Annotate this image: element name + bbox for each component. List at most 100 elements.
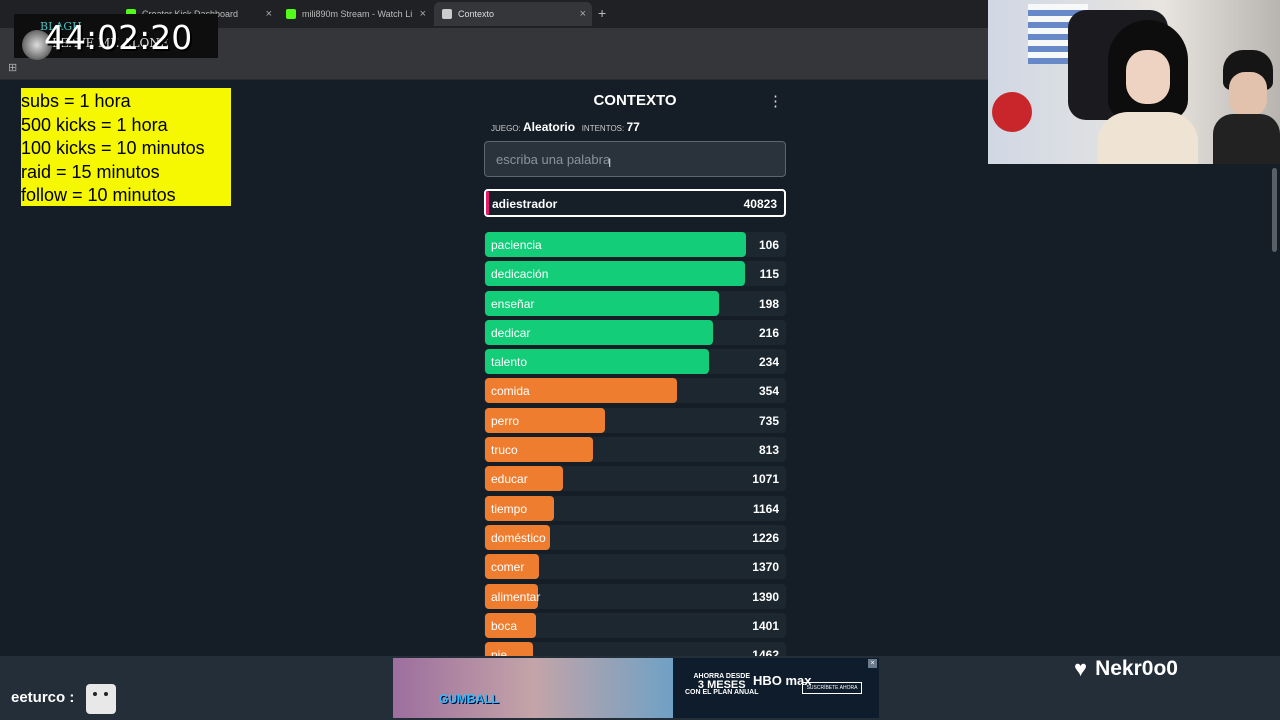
ad-subscribe-button[interactable]: SUSCRÍBETE AHORA (802, 682, 862, 694)
ad-artwork-image (393, 658, 673, 718)
subathon-timer: 44:02:20 (44, 18, 193, 57)
timer-small-label: BLAGH (40, 20, 82, 33)
similarity-bar (485, 524, 550, 550)
guess-word: dedicar (491, 325, 531, 340)
guess-list: paciencia 106 dedicación 115 enseñar 198 dedic… (484, 232, 786, 671)
similarity-bar (485, 378, 677, 404)
guess-row: comer 1370 (484, 554, 786, 580)
similarity-bar (485, 612, 536, 638)
rule-line: 100 kicks = 10 minutos (21, 138, 205, 158)
guess-row: doméstico 1226 (484, 524, 786, 550)
follower-name: Nekr0o0 (1095, 657, 1178, 680)
guess-row: dedicación 115 (484, 261, 786, 287)
guess-rank: 1071 (752, 472, 779, 487)
guess-rank: 216 (758, 325, 779, 340)
guess-row: educar 1071 (484, 466, 786, 492)
tab-close-icon[interactable]: × (579, 8, 586, 20)
current-guess: adiestrador 40823 (484, 189, 786, 217)
guess-rank: 234 (758, 355, 779, 370)
word-input[interactable]: escriba una palabra (484, 141, 786, 177)
similarity-bar (485, 232, 746, 257)
tab-contexto[interactable]: Contexto × (434, 2, 592, 26)
timer-logo-icon (22, 30, 52, 60)
similarity-bar (485, 407, 605, 433)
guess-rank: 354 (758, 384, 779, 399)
chat-username: eeturco : (11, 689, 75, 706)
similarity-bar (485, 583, 538, 609)
tab-title: mili890m Stream - Watch Li (302, 9, 413, 19)
guess-word: comer (491, 560, 525, 575)
guess-rank: 106 (758, 238, 779, 252)
ad-show-name: GUMBALL (439, 692, 499, 706)
similarity-bar (485, 495, 554, 521)
new-tab-button[interactable]: + (598, 5, 607, 21)
webcam-feed (988, 0, 1280, 164)
guess-word: doméstico (491, 530, 546, 545)
guess-word: dedicación (491, 267, 549, 282)
similarity-bar (485, 466, 563, 492)
tab-close-icon[interactable]: × (419, 8, 426, 20)
guess-rank: 198 (758, 296, 779, 311)
more-menu-icon[interactable]: ⋮ (768, 93, 783, 110)
kick-favicon-icon (286, 9, 296, 19)
subathon-rules: subs = 1 hora 500 kicks = 1 hora 100 kic… (21, 88, 231, 206)
similarity-bar (485, 261, 745, 287)
page-title: CONTEXTO (593, 92, 677, 109)
guess-row: boca 1401 (484, 612, 786, 638)
guess-row: dedicar 216 (484, 319, 786, 345)
rule-line: subs = 1 hora (21, 91, 131, 111)
rule-line: 500 kicks = 1 hora (21, 114, 168, 135)
guess-row: tiempo 1164 (484, 495, 786, 521)
guess-row: alimentar 1390 (484, 583, 786, 609)
guess-word: paciencia (491, 238, 542, 252)
text-cursor-icon: I (608, 156, 612, 170)
guess-word: comida (491, 384, 530, 399)
similarity-bar (485, 349, 709, 375)
ad-offer-line: 3 MESES (697, 679, 746, 691)
rule-line: raid = 15 minutos (21, 161, 160, 182)
tab-close-icon[interactable]: × (265, 8, 272, 20)
ad-close-icon[interactable]: × (868, 659, 877, 668)
plush-toy-image (992, 92, 1032, 132)
guess-row: comida 354 (484, 378, 786, 404)
tab-kick-stream[interactable]: mili890m Stream - Watch Li × (278, 2, 432, 26)
guess-row: paciencia 106 (484, 232, 786, 257)
guess-rank: 1226 (752, 530, 779, 545)
intentos-value: 77 (626, 120, 640, 134)
guess-word: truco (491, 443, 518, 458)
heart-icon: ♥ (1074, 656, 1088, 681)
advertisement[interactable]: GUMBALL AHORRA DESDE 3 MESES CON EL PLAN… (393, 658, 879, 718)
follower-alert: ♥ Nekr0o0 (1074, 656, 1178, 682)
similarity-bar (485, 554, 539, 580)
guess-word: perro (491, 413, 520, 428)
intentos-label: INTENTOS: (581, 124, 625, 133)
page-scrollbar[interactable] (1270, 164, 1280, 656)
similarity-bar (485, 437, 593, 463)
guess-word: alimentar (491, 589, 541, 604)
bookmarks-bar (0, 56, 988, 80)
guess-word: boca (491, 618, 518, 633)
guess-row: talento 234 (484, 349, 786, 375)
similarity-bar (485, 290, 719, 316)
streamer-image (1098, 20, 1198, 164)
tab-title: Contexto (458, 9, 495, 19)
timer-title-label: LEAVE ME ALONE (52, 36, 169, 50)
ad-offer: AHORRA DESDE 3 MESES CON EL PLAN ANUAL (685, 673, 759, 697)
guess-word: educar (491, 472, 528, 487)
juego-value: Aleatorio (523, 120, 576, 134)
scrollbar-thumb[interactable] (1272, 168, 1277, 252)
guess-rank: 1164 (752, 501, 779, 516)
guess-word: tiempo (491, 501, 528, 516)
guess-word: talento (491, 355, 528, 370)
guess-rank: 1390 (752, 589, 779, 604)
ad-offer-line: CON EL PLAN ANUAL (685, 689, 759, 696)
rule-line: follow = 10 minutos (21, 185, 176, 205)
juego-label: JUEGO: (491, 124, 521, 133)
guess-rank: 813 (758, 443, 779, 458)
guess-rank: 1401 (752, 618, 779, 633)
guess-rank: 1370 (752, 560, 779, 575)
guest-image (1213, 50, 1280, 164)
contexto-favicon-icon (442, 9, 452, 19)
guess-row: truco 813 (484, 437, 786, 463)
apps-grid-icon[interactable]: ⊞ (8, 62, 18, 74)
